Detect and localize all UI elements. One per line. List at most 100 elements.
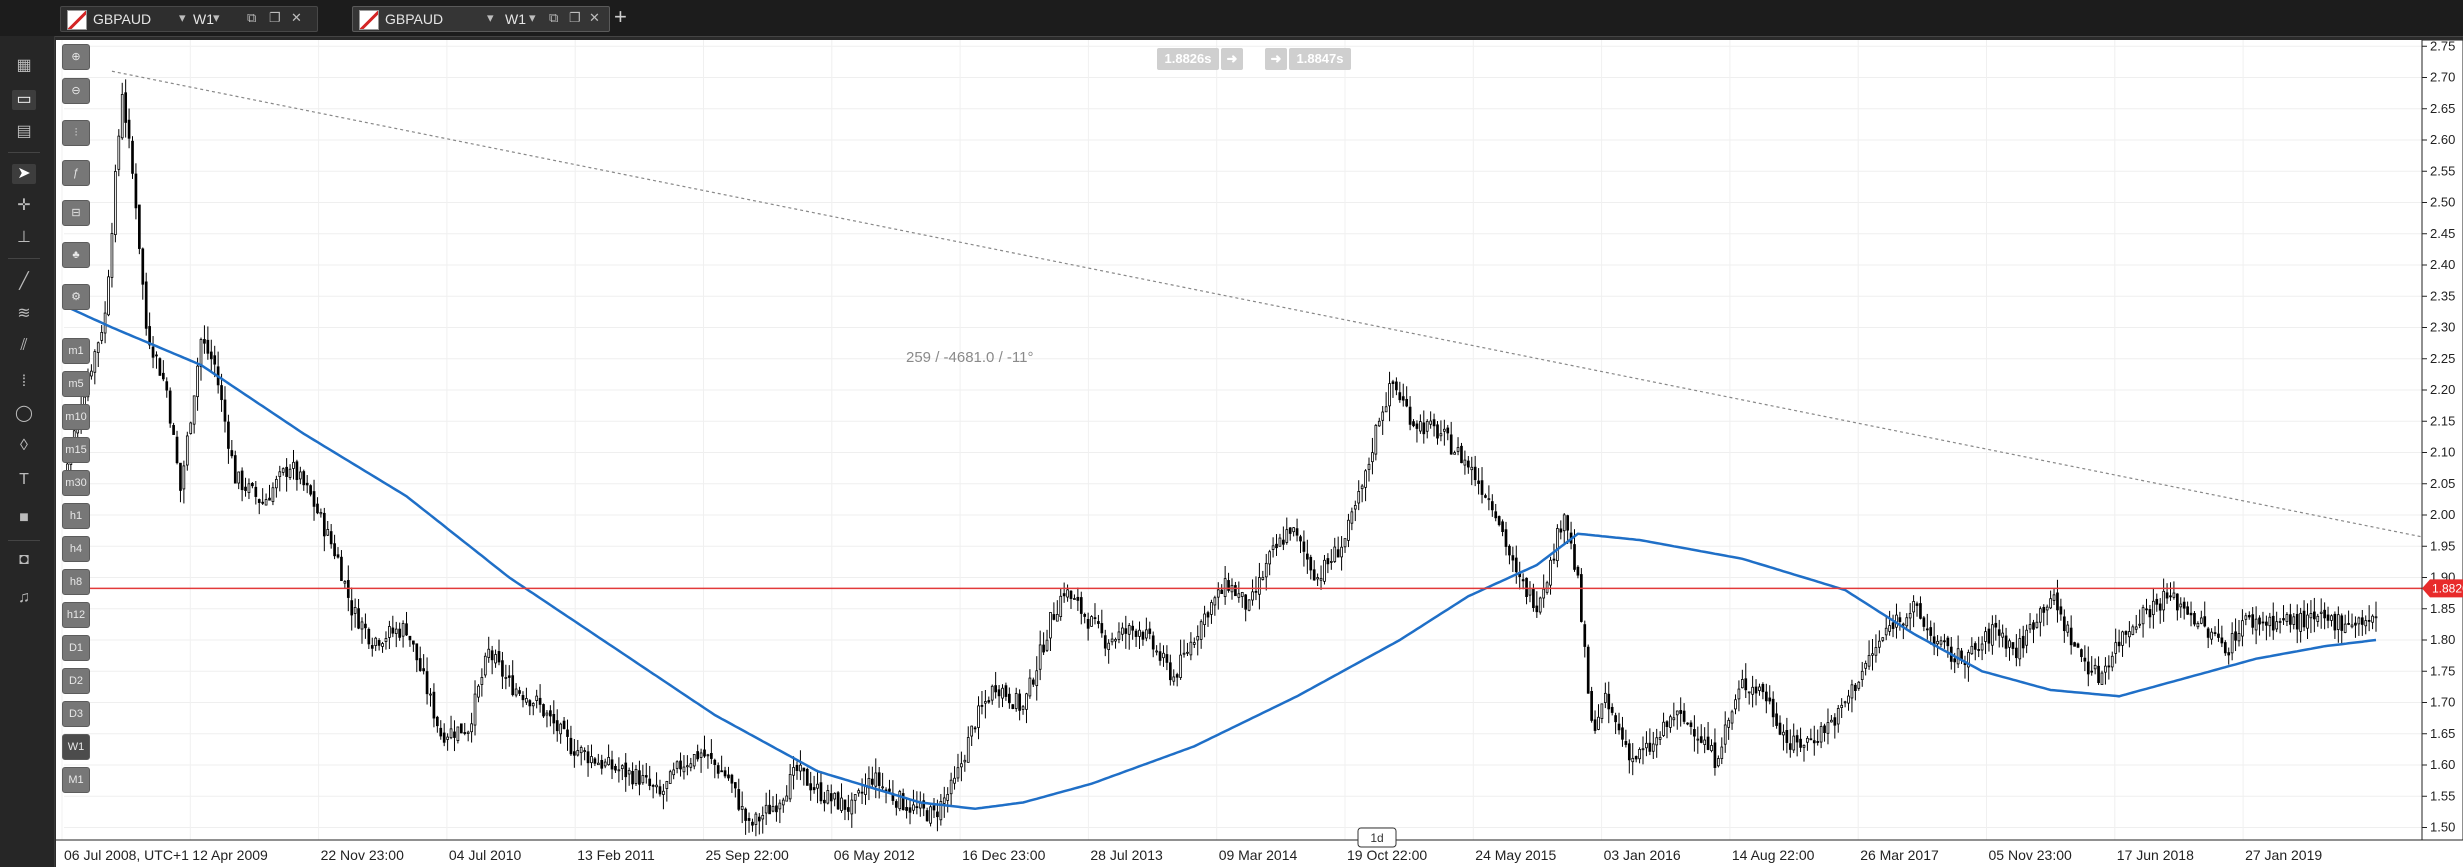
sell-price-button[interactable]: 1.8826s	[1157, 48, 1219, 70]
indicator-icon[interactable]: ƒ	[62, 160, 90, 186]
zoom-out-icon[interactable]: ⊖	[62, 78, 90, 104]
candle	[1110, 632, 1114, 646]
candle	[2028, 613, 2032, 634]
split-layout-icon[interactable]: ▤	[16, 123, 32, 140]
object-list-icon[interactable]: ♣	[62, 242, 90, 268]
candle	[1655, 728, 1659, 758]
detach-icon[interactable]: ⧉	[247, 10, 257, 25]
timeframe-button-d1[interactable]: D1	[62, 635, 90, 661]
candle	[446, 733, 449, 751]
zoom-in-icon[interactable]: ⊕	[62, 44, 90, 70]
timeframe-button-m30[interactable]: m30	[62, 470, 90, 496]
timeframe-button-m1[interactable]: m1	[62, 338, 90, 364]
candle	[2254, 606, 2258, 645]
candle	[1840, 698, 1844, 718]
alert-bell-icon[interactable]: ♫	[18, 589, 30, 606]
chart-panel[interactable]: 259 / -4681.0 / -11° 2.75 2.70 2.65 2.60 2.5…	[56, 40, 2463, 867]
candle	[2004, 627, 2008, 658]
timeframe-button-h8[interactable]: h8	[62, 569, 90, 595]
candle	[2285, 612, 2289, 627]
candle	[1645, 731, 1648, 757]
buy-price-button[interactable]: 1.8847s	[1289, 48, 1351, 70]
crosshair-icon[interactable]: ✛	[17, 197, 31, 214]
template-icon[interactable]: ⊟	[62, 200, 90, 226]
right-price-axis[interactable]	[2421, 40, 2463, 841]
candle	[329, 524, 333, 549]
measure-icon[interactable]: ⊥	[17, 229, 31, 246]
candle	[2145, 598, 2148, 615]
candle	[1278, 533, 1282, 547]
bottom-time-axis[interactable]	[56, 840, 2422, 867]
candle	[689, 757, 693, 772]
fill-tool-icon[interactable]: ◊	[20, 437, 28, 454]
cursor-icon[interactable]: ➤	[12, 164, 36, 184]
chart-tab-2[interactable]: GBPAUD W1 ▾ ▾ ⧉ ❐ ✕	[352, 6, 610, 32]
price-tick-label: 2.75	[2430, 40, 2455, 53]
close-icon[interactable]: ✕	[291, 10, 302, 25]
candle	[1213, 595, 1217, 616]
moving-average-line	[63, 304, 2377, 811]
chart-tab-1[interactable]: GBPAUD W1 ▾ ▾ ⧉ ❐ ✕	[60, 6, 318, 32]
symbol-dropdown-icon[interactable]: ▾	[487, 10, 494, 25]
candle	[1521, 573, 1525, 590]
candle	[1384, 392, 1388, 413]
timeframe-dropdown-icon[interactable]: ▾	[213, 10, 220, 25]
candle	[93, 349, 97, 385]
candle	[1206, 610, 1210, 627]
candle	[1223, 565, 1227, 605]
tab-timeframe-label[interactable]: W1	[193, 11, 214, 27]
layout-grid-icon[interactable]: ▦	[16, 57, 32, 74]
period-settings-icon[interactable]: ⚙	[62, 284, 90, 310]
candle	[2364, 615, 2368, 635]
time-tick-label: 27 Jan 2019	[2245, 847, 2322, 863]
candle	[853, 794, 857, 814]
candle	[932, 797, 936, 819]
candle	[233, 450, 237, 484]
ellipse-tool-icon[interactable]: ◯	[15, 405, 33, 422]
candle	[651, 783, 655, 799]
fibonacci-icon[interactable]: ≋	[17, 305, 31, 322]
timeframe-button-m5[interactable]: m5	[62, 371, 90, 397]
candle	[1747, 691, 1751, 705]
candle	[326, 520, 330, 537]
buy-arrow-icon[interactable]: ➜	[1265, 48, 1287, 70]
text-tool-icon[interactable]: T	[19, 471, 29, 488]
clone-icon[interactable]: ❐	[269, 10, 281, 25]
timeframe-button-m15[interactable]: m15	[62, 437, 90, 463]
rectangle-tool-icon[interactable]: ■	[19, 509, 29, 526]
candle	[230, 439, 234, 459]
close-icon[interactable]: ✕	[589, 10, 600, 25]
detach-icon[interactable]: ⧉	[549, 10, 559, 25]
candle	[1028, 669, 1032, 699]
candle	[511, 660, 515, 697]
candle	[768, 789, 771, 815]
chart-type-icon[interactable]: ⫶	[62, 120, 90, 146]
trendline[interactable]	[111, 70, 2423, 538]
candle	[2357, 616, 2361, 636]
symbol-dropdown-icon[interactable]: ▾	[179, 10, 186, 25]
camera-icon[interactable]: ◘	[19, 551, 29, 568]
candle	[1025, 692, 1028, 724]
candle	[1282, 526, 1285, 551]
candle	[624, 753, 628, 792]
line-tool-icon[interactable]: ╱	[19, 273, 29, 290]
sell-arrow-icon[interactable]: ➜	[1221, 48, 1243, 70]
pattern-tool-icon[interactable]: ⁞	[21, 373, 27, 390]
timeframe-button-h4[interactable]: h4	[62, 536, 90, 562]
single-layout-icon[interactable]: ▭	[12, 90, 36, 110]
timeframe-button-w1[interactable]: W1	[62, 734, 90, 760]
timeframe-button-d2[interactable]: D2	[62, 668, 90, 694]
tab-timeframe-label[interactable]: W1	[505, 11, 526, 27]
add-tab-icon[interactable]: +	[614, 4, 627, 29]
price-chart[interactable]: 259 / -4681.0 / -11° 2.75 2.70 2.65 2.60 2.5…	[56, 40, 2463, 867]
timeframe-button-d3[interactable]: D3	[62, 701, 90, 727]
timeframe-button-m1[interactable]: M1	[62, 767, 90, 793]
timeframe-button-m10[interactable]: m10	[62, 404, 90, 430]
clone-icon[interactable]: ❐	[569, 10, 581, 25]
candle	[117, 129, 121, 177]
timeframe-dropdown-icon[interactable]: ▾	[529, 10, 536, 25]
channel-tool-icon[interactable]: ⫽	[20, 337, 28, 354]
timeframe-button-h12[interactable]: h12	[62, 602, 90, 628]
timeframe-button-h1[interactable]: h1	[62, 503, 90, 529]
candle	[1097, 614, 1100, 629]
